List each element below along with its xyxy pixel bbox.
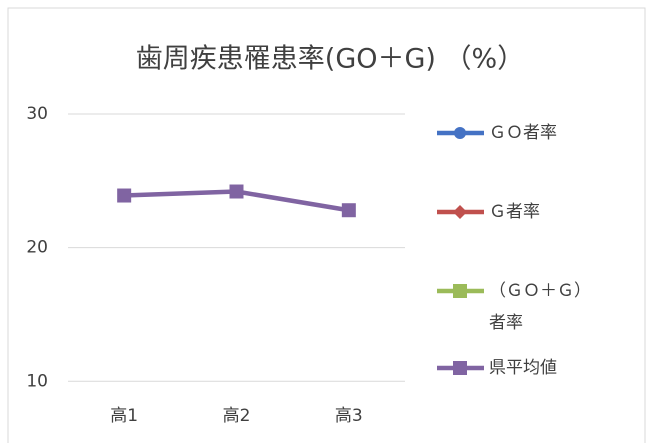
marker <box>117 188 132 203</box>
legend-label: 県平均値 <box>489 358 557 378</box>
chart-title: 歯周疾患罹患率(GO＋G) （%） <box>136 44 524 75</box>
y-tick-label: 10 <box>26 371 48 391</box>
marker <box>454 127 466 139</box>
marker <box>453 361 467 375</box>
x-tick-label: 高1 <box>110 406 138 426</box>
legend-label: （ＧＯ＋Ｇ）者率 <box>489 281 591 333</box>
x-tick-label: 高2 <box>223 406 251 426</box>
marker <box>453 205 467 219</box>
y-tick-label: 20 <box>26 238 48 258</box>
marker <box>229 184 244 199</box>
legend-label: Ｇ者率 <box>489 202 540 222</box>
y-tick-label: 30 <box>26 104 48 124</box>
marker <box>341 203 356 218</box>
legend-label: ＧＯ者率 <box>489 123 557 143</box>
chart-border <box>7 7 646 443</box>
marker <box>453 284 467 298</box>
x-tick-label: 高3 <box>335 406 363 426</box>
